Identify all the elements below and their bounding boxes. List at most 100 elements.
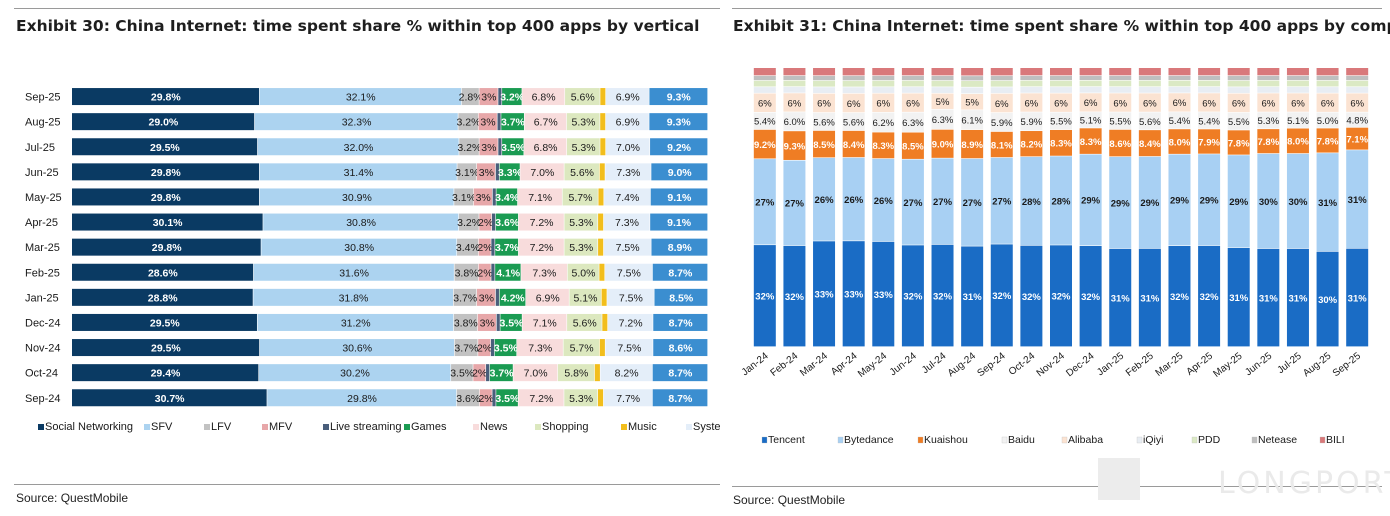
data-label: 5.1%: [1287, 116, 1309, 127]
category-label: Jul-25: [1276, 350, 1305, 376]
bar-segment-others: [652, 364, 708, 382]
column-segment-alibaba: [1286, 93, 1309, 112]
legend-swatch-social-networking: [38, 424, 44, 430]
data-label: 30.1%: [153, 217, 183, 229]
bar-segment-sfv: [254, 113, 458, 131]
column-segment-kuaishou: [1079, 128, 1102, 154]
bar-segment-music: [601, 288, 607, 306]
data-label: 27%: [903, 198, 923, 209]
exhibit30-top-rule: [14, 8, 720, 9]
column-segment-alibaba: [1050, 93, 1072, 112]
data-label: 8.1%: [991, 140, 1013, 151]
bar-segment-shopping: [564, 389, 598, 407]
bar-segment-music: [600, 113, 606, 131]
data-label: 29%: [1200, 196, 1220, 207]
data-label: 6%: [758, 99, 772, 110]
data-label: 31%: [963, 292, 983, 303]
column-segment-kuaishou: [1346, 127, 1369, 150]
bar-segment-system-tools: [607, 313, 653, 331]
column-segment-baidu: [1109, 112, 1132, 130]
bar-segment-games: [501, 113, 524, 131]
column-segment-netease: [1227, 75, 1250, 81]
column-segment-iqiyi: [1316, 87, 1339, 93]
data-label: 28.8%: [148, 292, 178, 304]
exhibit30-title: Exhibit 30: China Internet: time spent s…: [16, 17, 700, 35]
data-label: 8.4%: [1139, 139, 1161, 150]
column-segment-alibaba: [1346, 93, 1369, 112]
bar-segment-mfv: [478, 238, 491, 256]
data-label: 7.2%: [530, 217, 554, 229]
data-label: 8.0%: [1169, 137, 1191, 148]
bar-segment-lfv: [457, 238, 479, 256]
category-label: Aug-24: [946, 350, 979, 379]
bar-segment-music: [598, 188, 604, 206]
data-label: 32%: [903, 292, 923, 303]
bar-segment-lfv: [454, 339, 478, 357]
bar-segment-others: [651, 163, 708, 181]
data-label: 5.5%: [1228, 117, 1250, 128]
bar-segment-live-streaming: [492, 188, 496, 206]
data-label: 7.8%: [1317, 136, 1339, 147]
bar-segment-sfv: [267, 389, 457, 407]
bar-segment-system-tools: [607, 288, 654, 306]
data-label: 3.4%: [456, 242, 480, 254]
data-label: 7.2%: [619, 317, 643, 329]
bar-segment-music: [597, 389, 604, 407]
column-segment-bili: [753, 68, 776, 76]
bar-segment-social-networking: [72, 163, 260, 181]
bar-segment-live-streaming: [492, 389, 496, 407]
column-segment-netease: [1168, 75, 1191, 81]
column-segment-kuaishou: [990, 131, 1013, 158]
data-label: 30%: [1259, 197, 1279, 208]
data-label: 30%: [1318, 295, 1338, 306]
exhibit30-chart: Sep-25 29.8% 32.1% 2.8%3% 3.2% 6.8% 5.6% 6.9% 9.…: [25, 88, 720, 433]
data-label: 8.5%: [669, 292, 694, 304]
column-segment-bytedance: [1198, 154, 1221, 246]
data-label: 29.4%: [151, 368, 181, 380]
data-label: 29.5%: [151, 343, 181, 355]
legend-swatch-alibaba: [1061, 436, 1068, 444]
column-segment-iqiyi: [931, 87, 954, 93]
column-segment-iqiyi: [1109, 87, 1132, 93]
column-segment-pdd: [1109, 80, 1132, 87]
data-label: 32.3%: [342, 117, 372, 129]
data-label: 9.3%: [667, 117, 692, 129]
bar-segment-shopping: [564, 238, 598, 256]
exhibit31-bottom-rule: [732, 486, 1382, 487]
data-label: 7.2%: [530, 242, 554, 254]
legend-label-pdd: PDD: [1198, 434, 1221, 446]
column-segment-pdd: [1198, 80, 1221, 87]
column-segment-baidu: [1227, 112, 1250, 130]
data-label: 32%: [755, 292, 775, 303]
data-label: 8.7%: [668, 267, 693, 279]
column-segment-netease: [990, 76, 1013, 81]
data-label: 2%: [478, 217, 493, 229]
bar-segment-live-streaming: [495, 288, 499, 306]
data-label: 6%: [1291, 98, 1305, 109]
bar-segment-news: [517, 188, 562, 206]
column-segment-bili: [931, 68, 954, 76]
column-segment-netease: [1316, 75, 1339, 81]
column-segment-bytedance: [931, 158, 954, 245]
legend-swatch-kuaishou: [917, 436, 924, 444]
data-label: 6.3%: [902, 118, 924, 129]
bar-segment-live-streaming: [491, 263, 495, 281]
bar-segment-others: [653, 339, 708, 357]
category-label: Jun-25: [25, 167, 59, 179]
column-segment-bytedance: [813, 158, 836, 241]
data-label: 3.7%: [495, 242, 520, 254]
bar-segment-news: [517, 339, 563, 357]
bar-segment-shopping: [566, 113, 600, 131]
bar-segment-shopping: [563, 339, 600, 357]
bar-segment-others: [652, 263, 708, 281]
data-label: 6%: [1173, 98, 1187, 109]
column-segment-netease: [872, 75, 895, 81]
legend-swatch-bytedance: [837, 436, 844, 444]
bar-segment-mfv: [473, 188, 493, 206]
bar-segment-social-networking: [72, 389, 267, 407]
bar-segment-news: [520, 163, 564, 181]
data-label: 31%: [1318, 198, 1338, 209]
data-label: 5.6%: [570, 167, 594, 179]
bar-segment-sfv: [259, 163, 457, 181]
bar-segment-mfv: [477, 313, 497, 331]
